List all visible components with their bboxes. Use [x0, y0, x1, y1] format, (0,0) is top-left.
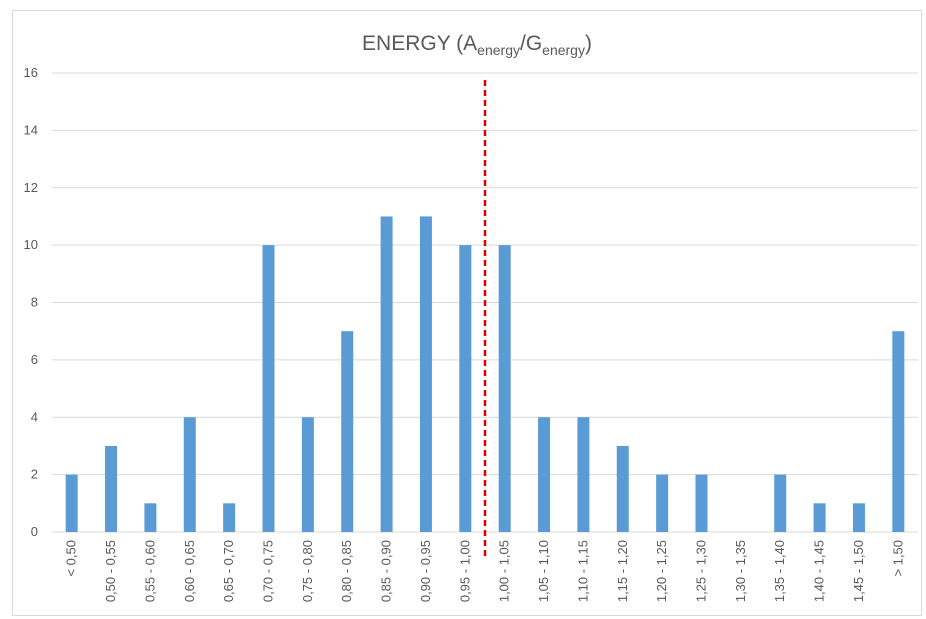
x-tick-label: 0,85 - 0,90	[379, 540, 394, 602]
bar	[892, 331, 905, 532]
bar	[262, 245, 275, 532]
x-tick-label: 0,95 - 1,00	[457, 540, 472, 602]
x-tick-label: 0,60 - 0,65	[182, 540, 197, 602]
bar	[183, 417, 196, 532]
y-tick-label: 14	[24, 122, 38, 137]
x-tick-label: > 1,50	[890, 540, 905, 577]
x-tick-label: 1,15 - 1,20	[615, 540, 630, 602]
bar	[301, 417, 314, 532]
x-tick-label: 0,65 - 0,70	[221, 540, 236, 602]
x-tick-label: 0,80 - 0,85	[339, 540, 354, 602]
y-tick-label: 4	[31, 409, 38, 424]
bar	[616, 445, 629, 532]
bar	[144, 503, 157, 532]
x-tick-label: 1,45 - 1,50	[851, 540, 866, 602]
bars	[65, 216, 905, 532]
y-tick-label: 12	[24, 180, 38, 195]
x-tick-label: 1,05 - 1,10	[536, 540, 551, 602]
y-tick-label: 0	[31, 524, 38, 539]
y-tick-label: 16	[24, 65, 38, 80]
bar	[65, 474, 78, 532]
x-tick-label: 1,25 - 1,30	[694, 540, 709, 602]
bar	[774, 474, 787, 532]
x-axis-ticks: < 0,50 0,50 - 0,55 0,55 - 0,60 0,60 - 0,65 0…	[64, 540, 906, 602]
chart-title: ENERGY (Aenergy/Genergy)	[362, 32, 592, 58]
x-tick-label: 0,90 - 0,95	[418, 540, 433, 602]
bar	[577, 417, 590, 532]
bar	[380, 216, 393, 532]
bar	[459, 245, 472, 532]
bar	[538, 417, 551, 532]
x-tick-label: 0,50 - 0,55	[103, 540, 118, 602]
x-tick-label: 1,20 - 1,25	[654, 540, 669, 602]
bar	[223, 503, 236, 532]
y-tick-label: 2	[31, 467, 38, 482]
bar	[498, 245, 511, 532]
y-tick-label: 8	[31, 295, 38, 310]
bar	[695, 474, 708, 532]
chart-title-subscript: energy	[477, 42, 520, 58]
bar	[105, 445, 118, 532]
x-tick-label: 0,70 - 0,75	[261, 540, 276, 602]
y-axis-ticks: 0 2 4 6 8 10 12 14 16	[24, 65, 38, 539]
bar	[852, 503, 865, 532]
x-tick-label: 1,10 - 1,15	[575, 540, 590, 602]
x-tick-label: 0,75 - 0,80	[300, 540, 315, 602]
bar	[656, 474, 669, 532]
bar	[341, 331, 354, 532]
y-tick-label: 6	[31, 352, 38, 367]
x-tick-label: < 0,50	[64, 540, 79, 577]
x-tick-label: 0,55 - 0,60	[142, 540, 157, 602]
bar	[419, 216, 432, 532]
x-tick-label: 1,30 - 1,35	[733, 540, 748, 602]
x-tick-label: 1,40 - 1,45	[812, 540, 827, 602]
y-tick-label: 10	[24, 237, 38, 252]
x-tick-label: 1,00 - 1,05	[497, 540, 512, 602]
chart-title-subscript: energy	[542, 42, 585, 58]
bar	[813, 503, 826, 532]
x-tick-label: 1,35 - 1,40	[772, 540, 787, 602]
